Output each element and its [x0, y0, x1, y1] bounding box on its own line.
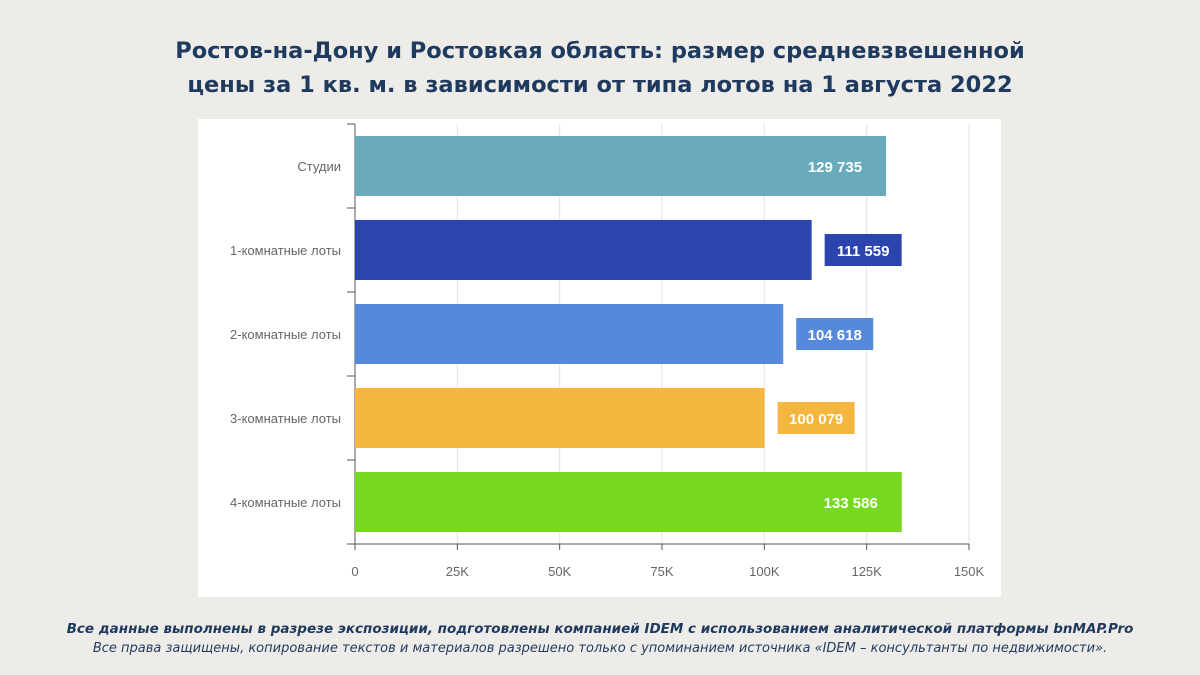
data-label-5: 133 586 [824, 495, 878, 512]
bar-4 [355, 388, 765, 448]
x-tick-label-0: 0 [351, 564, 358, 579]
data-label-box-4 [777, 402, 855, 434]
bar-5 [355, 472, 902, 532]
chart-title-line-2: цены за 1 кв. м. в зависимости от типа л… [187, 72, 1013, 98]
data-label-3: 104 618 [808, 327, 862, 344]
chart-panel: 0 25K 50K 75K 100K 125K 150K Студии 129 735 1-ком… [198, 119, 1001, 597]
footer-copyright-note: Все права защищены, копирование текстов … [92, 641, 1108, 656]
data-label-1: 129 735 [808, 159, 862, 176]
x-tick-label-4: 100K [749, 564, 780, 579]
data-label-box-3 [796, 318, 874, 350]
bar-1 [355, 136, 887, 196]
data-label-box-2 [824, 234, 902, 266]
data-label-4: 100 079 [789, 411, 843, 428]
footer: Все данные выполнены в разрезе экспозици… [0, 619, 1200, 659]
category-label-4: 3-комнатные лоты [230, 411, 341, 426]
data-label-2: 111 559 [837, 243, 890, 260]
bar-3 [355, 304, 784, 364]
bar-2 [355, 220, 812, 280]
category-label-5: 4-комнатные лоты [230, 495, 341, 510]
bar-chart: 0 25K 50K 75K 100K 125K 150K Студии 129 735 1-ком… [230, 123, 985, 579]
x-tick-label-3: 75K [650, 564, 673, 579]
chart-title: Ростов-на-Дону и Ростовкая область: разм… [0, 34, 1200, 102]
x-tick-label-1: 25K [446, 564, 469, 579]
category-label-3: 2-комнатные лоты [230, 327, 341, 342]
x-tick-label-6: 150K [954, 564, 985, 579]
x-tick-label-2: 50K [548, 564, 571, 579]
chart-title-line-1: Ростов-на-Дону и Ростовкая область: разм… [175, 38, 1025, 64]
category-label-1: Студии [297, 159, 341, 174]
footer-source-note: Все данные выполнены в разрезе экспозици… [66, 621, 1134, 637]
category-label-2: 1-комнатные лоты [230, 243, 341, 258]
x-tick-label-5: 125K [851, 564, 882, 579]
